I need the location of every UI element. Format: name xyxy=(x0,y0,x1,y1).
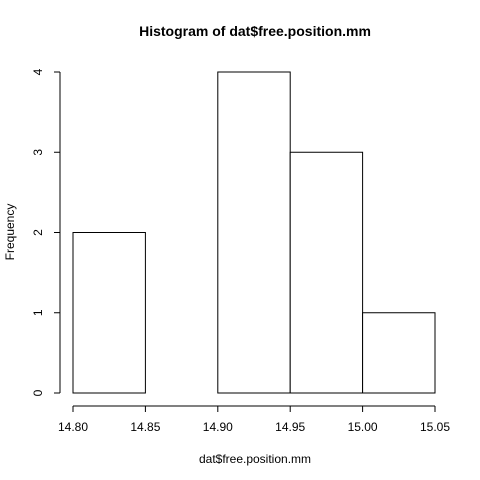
x-tick-label: 14.90 xyxy=(203,420,233,434)
histogram-bar xyxy=(362,312,436,394)
x-tick-label: 14.80 xyxy=(58,420,88,434)
y-tick-label: 1 xyxy=(31,309,45,316)
y-tick-label: 0 xyxy=(31,389,45,396)
y-tick-label: 3 xyxy=(31,149,45,156)
y-tick-label: 4 xyxy=(31,68,45,75)
x-tick-label: 15.00 xyxy=(348,420,378,434)
x-axis-label: dat$free.position.mm xyxy=(199,452,311,466)
y-tick-label: 2 xyxy=(31,229,45,236)
x-tick-label: 15.05 xyxy=(420,420,450,434)
x-axis: 14.80 14.85 14.90 14.95 15.00 15.05 xyxy=(58,405,450,434)
x-tick-label: 14.85 xyxy=(130,420,160,434)
histogram-bar xyxy=(289,151,364,394)
bars-group xyxy=(72,71,436,394)
y-axis: 0 1 2 3 4 xyxy=(31,68,61,396)
x-tick-label: 14.95 xyxy=(275,420,305,434)
chart-title: Histogram of dat$free.position.mm xyxy=(139,23,371,39)
histogram-bar xyxy=(72,232,146,394)
y-axis-label: Frequency xyxy=(3,204,17,261)
histogram-bar xyxy=(217,71,291,394)
